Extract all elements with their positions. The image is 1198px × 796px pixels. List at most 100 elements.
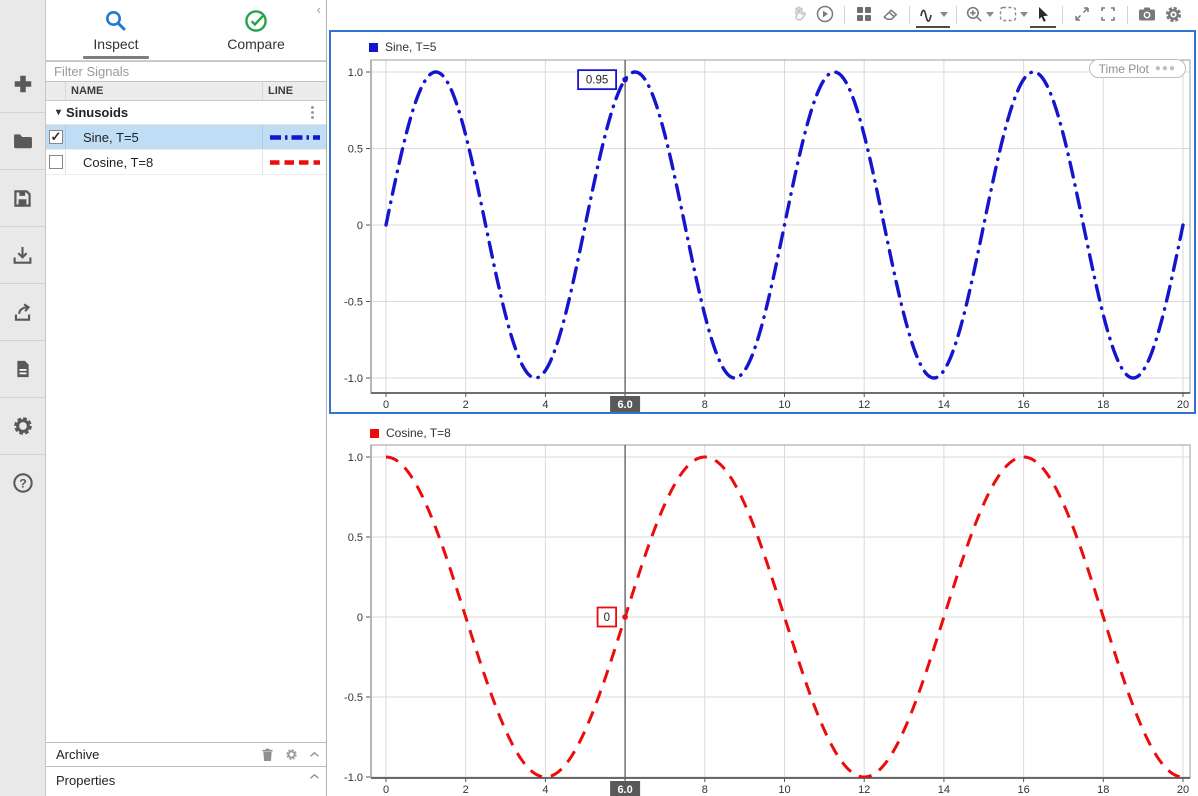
dropdown-caret-icon	[1020, 11, 1028, 17]
cursor-time-badge	[610, 781, 641, 796]
legend-swatch	[370, 428, 379, 438]
cursor-arrow-icon	[1039, 7, 1048, 22]
svg-text:0: 0	[383, 784, 389, 796]
signal-row-cosine[interactable]: Cosine, T=8	[46, 150, 326, 175]
svg-text:2: 2	[463, 399, 469, 411]
trash-icon[interactable]	[261, 748, 274, 762]
svg-text:4: 4	[542, 784, 548, 796]
svg-text:0.5: 0.5	[348, 144, 363, 156]
export-button[interactable]	[0, 283, 45, 340]
cosine-plot-canvas[interactable]: -1.0 -0.5 0 0.5 1.0 0 2 4 8 10 12 14 16 18 20 0 6.0	[327, 420, 1198, 796]
camera-icon	[1139, 7, 1155, 21]
svg-text:6.0: 6.0	[617, 399, 632, 411]
cursor-value-box	[596, 606, 618, 628]
cursor-time-badge	[610, 396, 641, 412]
svg-text:1.0: 1.0	[348, 452, 363, 464]
snapshot-button[interactable]	[1134, 2, 1160, 28]
line-style-cell[interactable]	[262, 150, 326, 174]
signal-panel: ‹ Inspect Compare NAME LINE ▾ Sinusoids	[46, 0, 327, 796]
fit-to-view-button[interactable]	[996, 2, 1030, 28]
folder-icon	[13, 134, 32, 149]
legend-label: Cosine, T=8	[386, 426, 451, 440]
properties-section-bar[interactable]: Properties	[46, 766, 326, 796]
line-column-header: LINE	[262, 82, 326, 100]
signal-wave-icon	[920, 9, 932, 22]
zoom-in-button[interactable]	[963, 2, 996, 28]
archive-collapse-chevron-icon[interactable]	[309, 751, 320, 758]
sine-plot-canvas[interactable]: -1.0 -0.5 0 0.5 1.0 0 2 4 8 10 12 14 16 18 20 0.95 6.0	[331, 32, 1194, 412]
filter-signals-input[interactable]	[46, 61, 326, 82]
archive-section-bar[interactable]: Archive	[46, 742, 326, 766]
properties-collapse-chevron-icon[interactable]	[309, 773, 320, 780]
sine-line-sample	[269, 134, 320, 140]
sine-checkbox[interactable]	[48, 129, 63, 145]
toolbar-divider	[844, 6, 845, 24]
svg-text:-0.5: -0.5	[344, 692, 363, 704]
group-label: Sinusoids	[66, 105, 129, 120]
panel-empty-area	[46, 175, 326, 742]
svg-text:8: 8	[702, 784, 708, 796]
svg-text:8: 8	[702, 399, 708, 411]
pan-button[interactable]	[786, 2, 812, 28]
clear-plots-button[interactable]	[877, 2, 903, 28]
plot-type-label: Time Plot	[1098, 61, 1149, 76]
add-button[interactable]	[0, 55, 45, 112]
signal-row-sine[interactable]: Sine, T=5	[46, 125, 326, 150]
import-button[interactable]	[0, 226, 45, 283]
svg-text:0: 0	[383, 399, 389, 411]
svg-text:0: 0	[604, 612, 610, 624]
properties-label: Properties	[56, 773, 116, 788]
svg-text:1.0: 1.0	[348, 67, 363, 79]
svg-text:14: 14	[938, 399, 950, 411]
inspect-magnifier-icon	[106, 10, 126, 30]
signal-name: Cosine, T=8	[83, 154, 154, 170]
checkbox-column-header	[46, 82, 66, 100]
svg-text:-1.0: -1.0	[344, 373, 363, 385]
group-expand-caret-icon[interactable]: ▾	[56, 107, 62, 118]
plot-legend[interactable]: Sine, T=5	[369, 40, 436, 54]
plot-toolbar	[327, 0, 1198, 30]
replay-button[interactable]	[812, 2, 838, 28]
plot-type-badge[interactable]: Time Plot ●●●	[1088, 59, 1186, 78]
svg-text:12: 12	[858, 784, 870, 796]
fullscreen-button[interactable]	[1095, 2, 1121, 28]
eraser-icon	[882, 8, 897, 20]
cursor-data-marker	[622, 76, 628, 83]
group-menu-icon[interactable]	[311, 106, 314, 119]
open-button[interactable]	[0, 112, 45, 169]
report-button[interactable]	[0, 340, 45, 397]
cosine-checkbox[interactable]	[48, 155, 63, 169]
svg-text:2: 2	[463, 784, 469, 796]
save-button[interactable]	[0, 169, 45, 226]
layout-button[interactable]	[851, 2, 877, 28]
svg-text:12: 12	[858, 399, 870, 411]
archive-label: Archive	[56, 747, 100, 762]
signal-type-button[interactable]	[916, 2, 950, 28]
svg-text:14: 14	[938, 784, 950, 796]
plot-settings-button[interactable]	[1160, 2, 1186, 28]
collapse-panel-icon[interactable]: ‹	[316, 2, 321, 17]
help-button[interactable]: ?	[0, 454, 45, 511]
plot-legend[interactable]: Cosine, T=8	[370, 426, 451, 440]
fit-to-view-icon	[999, 6, 1017, 22]
preferences-button[interactable]	[0, 397, 45, 454]
help-icon: ?	[12, 473, 33, 493]
svg-text:10: 10	[778, 399, 790, 411]
signal-group-sinusoids[interactable]: ▾ Sinusoids	[46, 101, 326, 125]
toolbar-divider	[956, 6, 957, 24]
expand-button[interactable]	[1069, 2, 1095, 28]
gear-icon	[13, 417, 32, 435]
export-icon	[14, 302, 31, 321]
name-column-header: NAME	[71, 85, 104, 97]
tab-inspect[interactable]: Inspect	[46, 0, 186, 60]
line-style-cell[interactable]	[262, 125, 326, 149]
time-plot-sine[interactable]: Sine, T=5 Time Plot ●●● -1.0 -0.5 0 0.5 1.0 0…	[329, 30, 1196, 414]
tab-compare[interactable]: Compare	[186, 0, 326, 60]
pointer-button[interactable]	[1030, 2, 1056, 28]
time-plot-cosine[interactable]: Cosine, T=8 -1.0 -0.5 0 0.5 1.0 0 2 4 8 10 12 14 16 1…	[327, 420, 1198, 796]
checkbox-cell	[46, 150, 66, 174]
cursor-data-marker	[622, 614, 628, 620]
dropdown-caret-icon	[940, 11, 948, 17]
archive-settings-gear-icon[interactable]	[285, 748, 298, 761]
